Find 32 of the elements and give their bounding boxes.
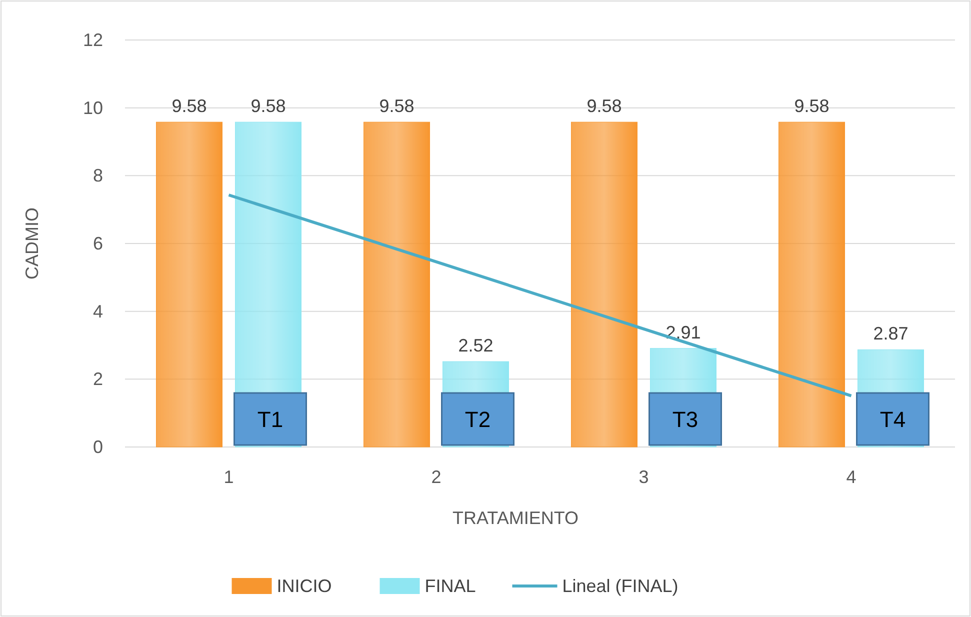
bar (156, 122, 222, 448)
bar (571, 122, 638, 448)
annotation: T2 (464, 407, 491, 432)
bar (364, 122, 430, 448)
legend-label: FINAL (424, 576, 476, 596)
data-label: 9.58 (172, 96, 207, 116)
y-axis-title: CADMIO (22, 208, 42, 280)
y-tick-label: 6 (92, 234, 103, 254)
y-tick-label: 8 (92, 166, 103, 186)
legend-label: INICIO (276, 576, 332, 596)
data-label: 9.58 (250, 96, 286, 116)
data-label: 9.58 (379, 96, 414, 116)
x-axis-title: TRATAMIENTO (452, 508, 578, 528)
x-tick-label: 4 (846, 467, 856, 487)
annotation: T4 (880, 407, 906, 432)
data-label: 2.52 (458, 336, 494, 356)
line-series (227, 194, 853, 398)
x-tick-label: 2 (431, 467, 442, 487)
data-label: 9.58 (586, 96, 622, 116)
bar (778, 122, 845, 448)
annotation: T1 (257, 407, 284, 432)
y-tick-label: 2 (92, 369, 103, 390)
y-tick-label: 0 (92, 437, 103, 457)
y-tick-label: 10 (82, 98, 103, 118)
x-tick-label: 3 (638, 467, 649, 487)
y-tick-label: 4 (92, 301, 103, 322)
data-label: 9.58 (794, 96, 830, 116)
y-tick-label: 12 (82, 30, 103, 50)
legend-label: Lineal (FINAL) (562, 576, 678, 596)
annotation: T3 (672, 407, 698, 432)
x-tick-label: 1 (224, 467, 234, 487)
data-label: 2.87 (873, 324, 908, 344)
